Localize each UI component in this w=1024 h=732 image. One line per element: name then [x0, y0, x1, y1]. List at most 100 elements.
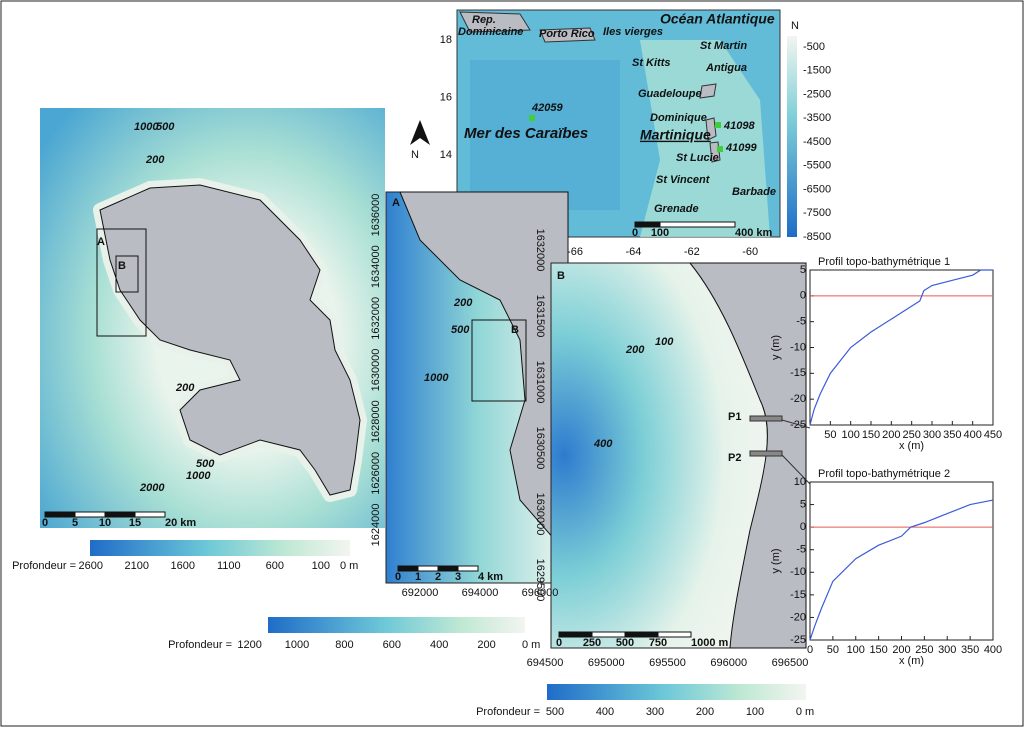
x-tick-label: 50 [824, 429, 836, 441]
x-tick: 695500 [649, 657, 686, 669]
connector [781, 419, 811, 429]
station [717, 146, 723, 152]
colorbar-tick: 1200 [237, 639, 261, 651]
scale-label: 750 [649, 637, 667, 649]
x-tick-label: 300 [923, 429, 941, 441]
contour-label: 200 [625, 344, 645, 356]
profile-line [749, 415, 783, 422]
place: St Vincent [656, 174, 711, 186]
lon-tick: -60 [742, 246, 758, 258]
colorbar-tick: 0 m [522, 639, 540, 651]
box-a [96, 228, 147, 337]
x-tick-label: 250 [902, 429, 920, 441]
place: Rep. [472, 14, 496, 26]
land [699, 83, 717, 99]
scale-label: 1000 m [691, 637, 729, 649]
box-b [115, 255, 139, 293]
lon-tick: -64 [625, 246, 641, 258]
arc-shelf [640, 40, 770, 237]
box-b [471, 319, 527, 402]
x-tick-label: 0 [807, 644, 813, 656]
contour-label: 200 [453, 297, 473, 309]
y-axis-label: y (m) [770, 335, 782, 360]
x-tick: 695000 [588, 657, 625, 669]
plot-area [809, 481, 994, 641]
x-axis-label: x (m) [899, 440, 924, 452]
colorbar-tick: 2600 [79, 560, 103, 572]
place: St Lucie [676, 152, 719, 164]
colorbar-tick: -6500 [803, 183, 831, 195]
x-tick-label: 100 [847, 644, 865, 656]
place: Guadeloupe [638, 88, 702, 100]
y-tick: 1636000 [370, 194, 382, 237]
y-tick-label: 10 [794, 476, 806, 488]
y-tick: 1628000 [370, 400, 382, 443]
y-tick: 1624000 [370, 504, 382, 547]
y-tick: 1632000 [534, 229, 546, 272]
land [688, 262, 807, 649]
colorbar-tick: -8500 [803, 231, 831, 243]
y-tick-label: -5 [796, 544, 806, 556]
place: Dominique [650, 112, 707, 124]
y-tick: 1630000 [534, 493, 546, 536]
connector [781, 454, 811, 485]
box-label: B [511, 324, 519, 336]
colorbar-tick: 800 [335, 639, 353, 651]
station-label: 42059 [531, 102, 563, 114]
place: Océan Atlantique [660, 11, 775, 27]
contour-label: 200 [175, 382, 195, 394]
x-tick: 696000 [522, 587, 559, 599]
panel-label: B [557, 270, 565, 282]
place: Dominicaine [458, 26, 523, 38]
place: Martinique [640, 127, 711, 143]
scale-label: 4 km [478, 571, 503, 583]
colorbar-tick: 1600 [171, 560, 195, 572]
scale-segment [659, 221, 736, 228]
scale-label: 500 [616, 637, 634, 649]
scale-label: 20 km [165, 517, 196, 529]
y-tick: 1629500 [534, 559, 546, 602]
station-label: 41098 [723, 120, 755, 132]
chart-title: Profil topo-bathymétrique 2 [818, 468, 950, 480]
scale-label: 5 [72, 517, 78, 529]
contour-label: 500 [156, 121, 175, 133]
scale-label: 15 [129, 517, 141, 529]
scale-segment [134, 511, 166, 518]
north-label: N [791, 20, 799, 32]
colorbar-tick: -3500 [803, 112, 831, 124]
profile-label: P1 [728, 411, 741, 423]
y-tick: 1626000 [370, 452, 382, 495]
basin [470, 60, 620, 210]
y-tick-label: -10 [790, 566, 806, 578]
contour-label: 500 [451, 324, 470, 336]
x-tick-label: 100 [841, 429, 859, 441]
y-tick-label: -25 [790, 634, 806, 646]
lat-tick: 14 [440, 149, 452, 161]
scale-segment [657, 631, 692, 638]
profile-line [749, 450, 783, 457]
colorbar-tick: -4500 [803, 136, 831, 148]
x-axis-label: x (m) [899, 655, 924, 667]
box-label: B [118, 260, 126, 272]
scale-segment [457, 565, 479, 572]
x-tick: 696000 [710, 657, 747, 669]
contour-label: 2000 [139, 482, 165, 494]
x-tick: 694500 [527, 657, 564, 669]
x-tick-label: 150 [869, 644, 887, 656]
colorbar-tick: 100 [312, 560, 330, 572]
y-tick: 1630000 [370, 349, 382, 392]
x-tick-label: 50 [827, 644, 839, 656]
x-tick-label: 350 [943, 429, 961, 441]
colorbar-tick: 1100 [217, 560, 241, 572]
place: St Martin [700, 40, 747, 52]
chart-title: Profil topo-bathymétrique 1 [818, 256, 950, 268]
x-tick-label: 300 [938, 644, 956, 656]
scale-label: 400 km [735, 227, 773, 239]
y-tick: 1634000 [370, 245, 382, 288]
colorbar-tick: -7500 [803, 207, 831, 219]
land [459, 11, 531, 33]
scale-label: 100 [651, 227, 669, 239]
x-tick-label: 200 [892, 644, 910, 656]
